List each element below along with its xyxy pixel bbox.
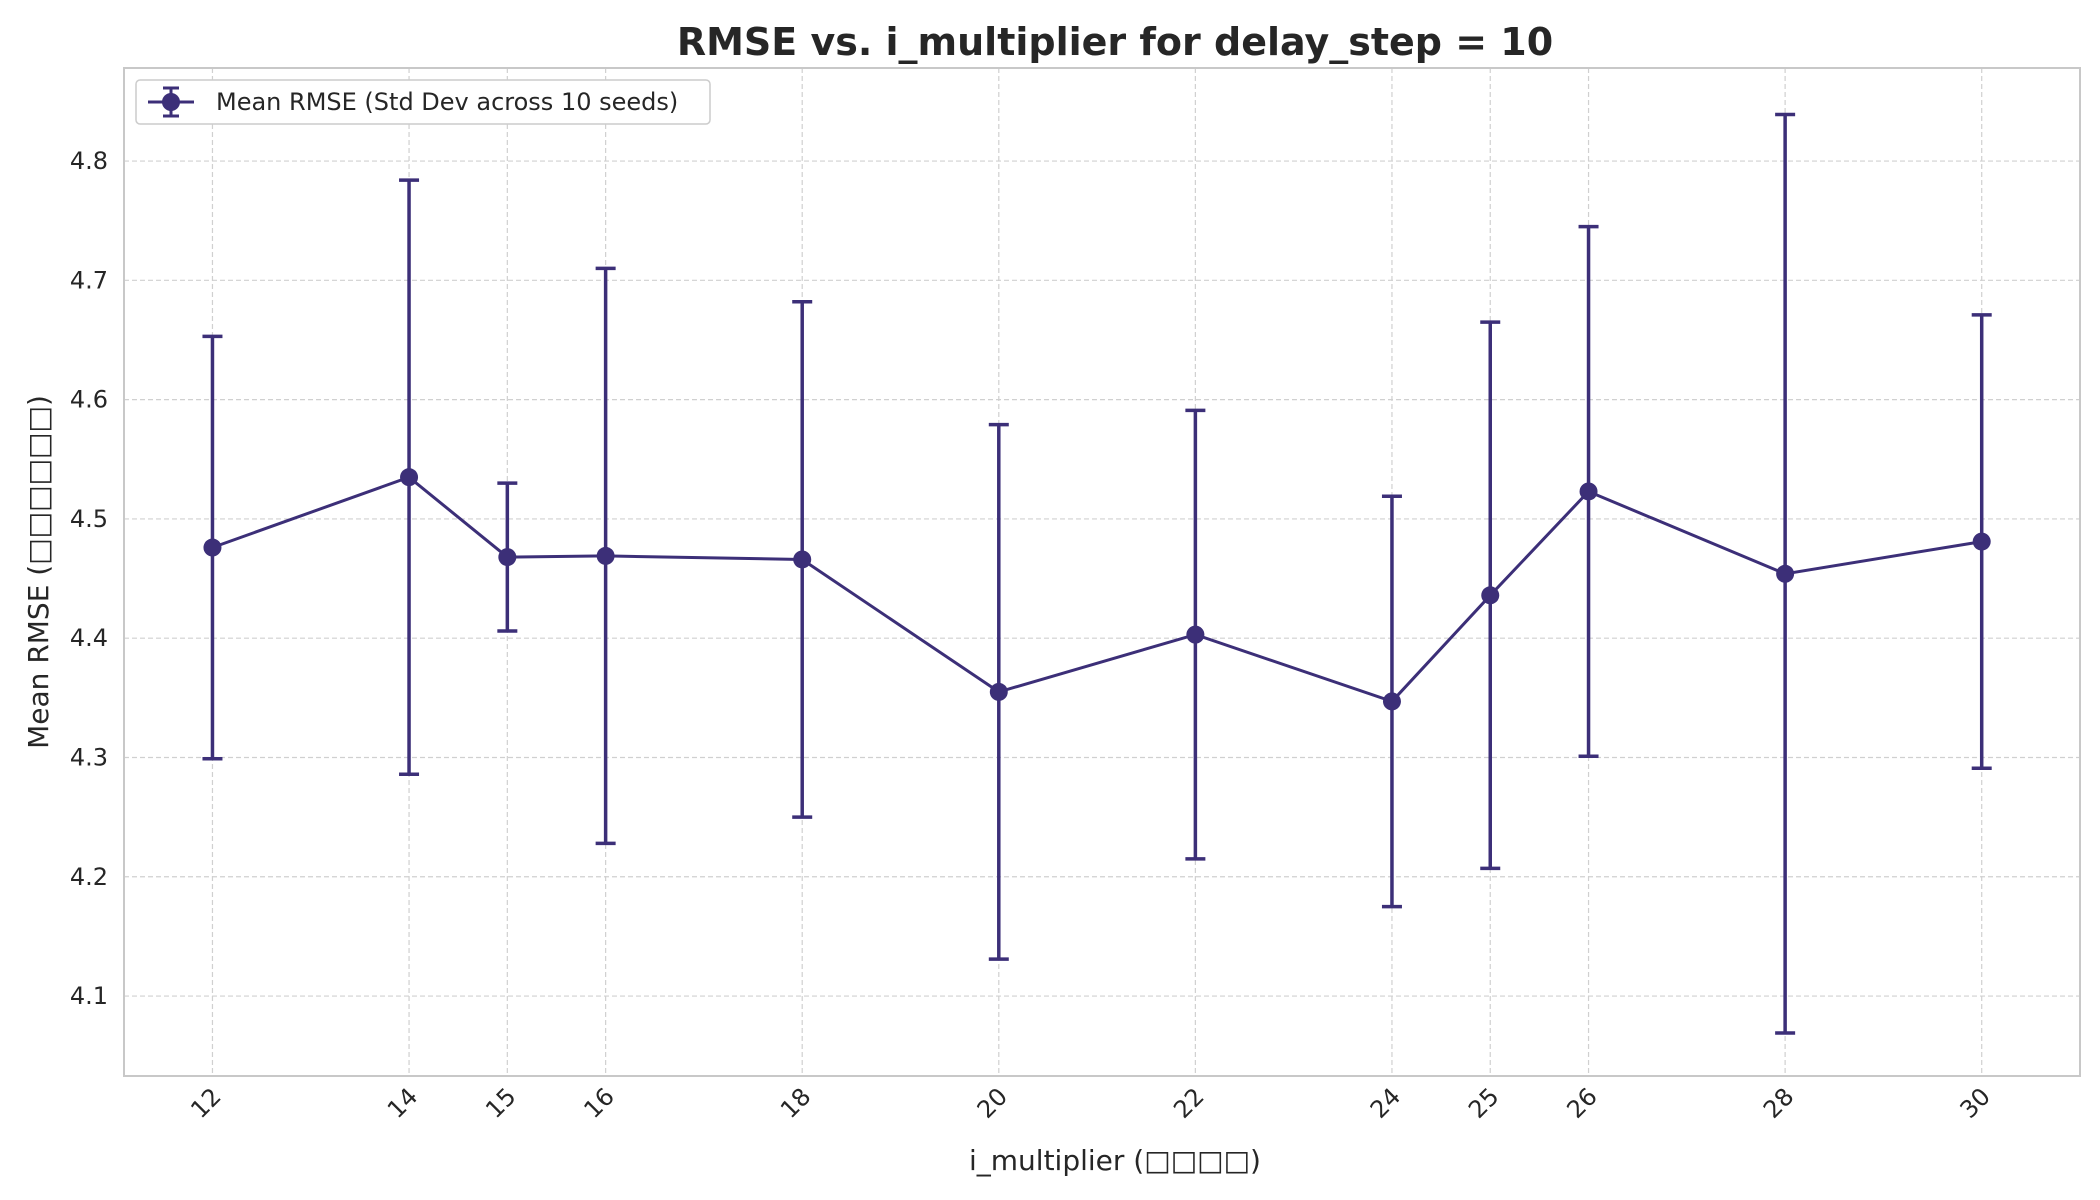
data-point bbox=[596, 546, 615, 565]
x-tick-label: 16 bbox=[578, 1082, 619, 1123]
x-axis-label: i_multiplier (□□□□) bbox=[969, 1144, 1261, 1177]
legend-label: Mean RMSE (Std Dev across 10 seeds) bbox=[216, 88, 678, 116]
error-bars bbox=[202, 112, 1992, 1035]
data-point bbox=[400, 468, 419, 487]
data-point bbox=[1481, 586, 1500, 605]
x-tick-label: 24 bbox=[1365, 1082, 1406, 1123]
x-tick-label: 25 bbox=[1463, 1082, 1504, 1123]
x-tick-label: 22 bbox=[1168, 1082, 1209, 1123]
y-tick-label: 4.7 bbox=[70, 266, 108, 294]
y-axis-ticks: 4.1 4.2 4.3 4.4 4.5 4.6 4.7 4.8 bbox=[70, 147, 108, 1010]
y-tick-label: 4.4 bbox=[70, 624, 108, 652]
x-tick-label: 26 bbox=[1561, 1082, 1602, 1123]
x-axis-ticks: 12 14 15 16 18 20 22 24 25 26 28 30 bbox=[185, 1082, 1996, 1123]
x-tick-label: 30 bbox=[1955, 1082, 1996, 1123]
data-point bbox=[1579, 482, 1598, 501]
x-tick-label: 28 bbox=[1758, 1082, 1799, 1123]
y-tick-label: 4.2 bbox=[70, 863, 108, 891]
series-line bbox=[211, 475, 1982, 704]
y-tick-label: 4.3 bbox=[70, 743, 108, 771]
y-axis-label: Mean RMSE (□□□□□□) bbox=[22, 395, 55, 749]
x-tick-label: 12 bbox=[185, 1082, 226, 1123]
data-point bbox=[793, 550, 812, 569]
data-point bbox=[989, 682, 1008, 701]
series-line-layer bbox=[211, 475, 1982, 704]
y-tick-label: 4.1 bbox=[70, 982, 108, 1010]
y-tick-label: 4.8 bbox=[70, 147, 108, 175]
chart-title: RMSE vs. i_multiplier for delay_step = 1… bbox=[677, 20, 1553, 64]
y-tick-label: 4.6 bbox=[70, 386, 108, 414]
legend-box bbox=[135, 79, 711, 125]
data-points bbox=[203, 468, 1991, 711]
data-point bbox=[1382, 692, 1401, 711]
legend-marker-sample bbox=[162, 93, 180, 111]
data-point bbox=[1776, 564, 1795, 583]
x-tick-label: 20 bbox=[972, 1082, 1013, 1123]
plot-area-frame bbox=[123, 67, 2081, 1077]
data-point bbox=[1972, 532, 1991, 551]
data-point bbox=[1186, 625, 1205, 644]
x-tick-label: 15 bbox=[480, 1082, 521, 1123]
data-point bbox=[203, 538, 222, 557]
data-point bbox=[498, 548, 517, 567]
x-tick-label: 18 bbox=[775, 1082, 816, 1123]
legend: Mean RMSE (Std Dev across 10 seeds) bbox=[135, 79, 711, 125]
x-tick-label: 14 bbox=[382, 1082, 423, 1123]
y-tick-label: 4.5 bbox=[70, 505, 108, 533]
